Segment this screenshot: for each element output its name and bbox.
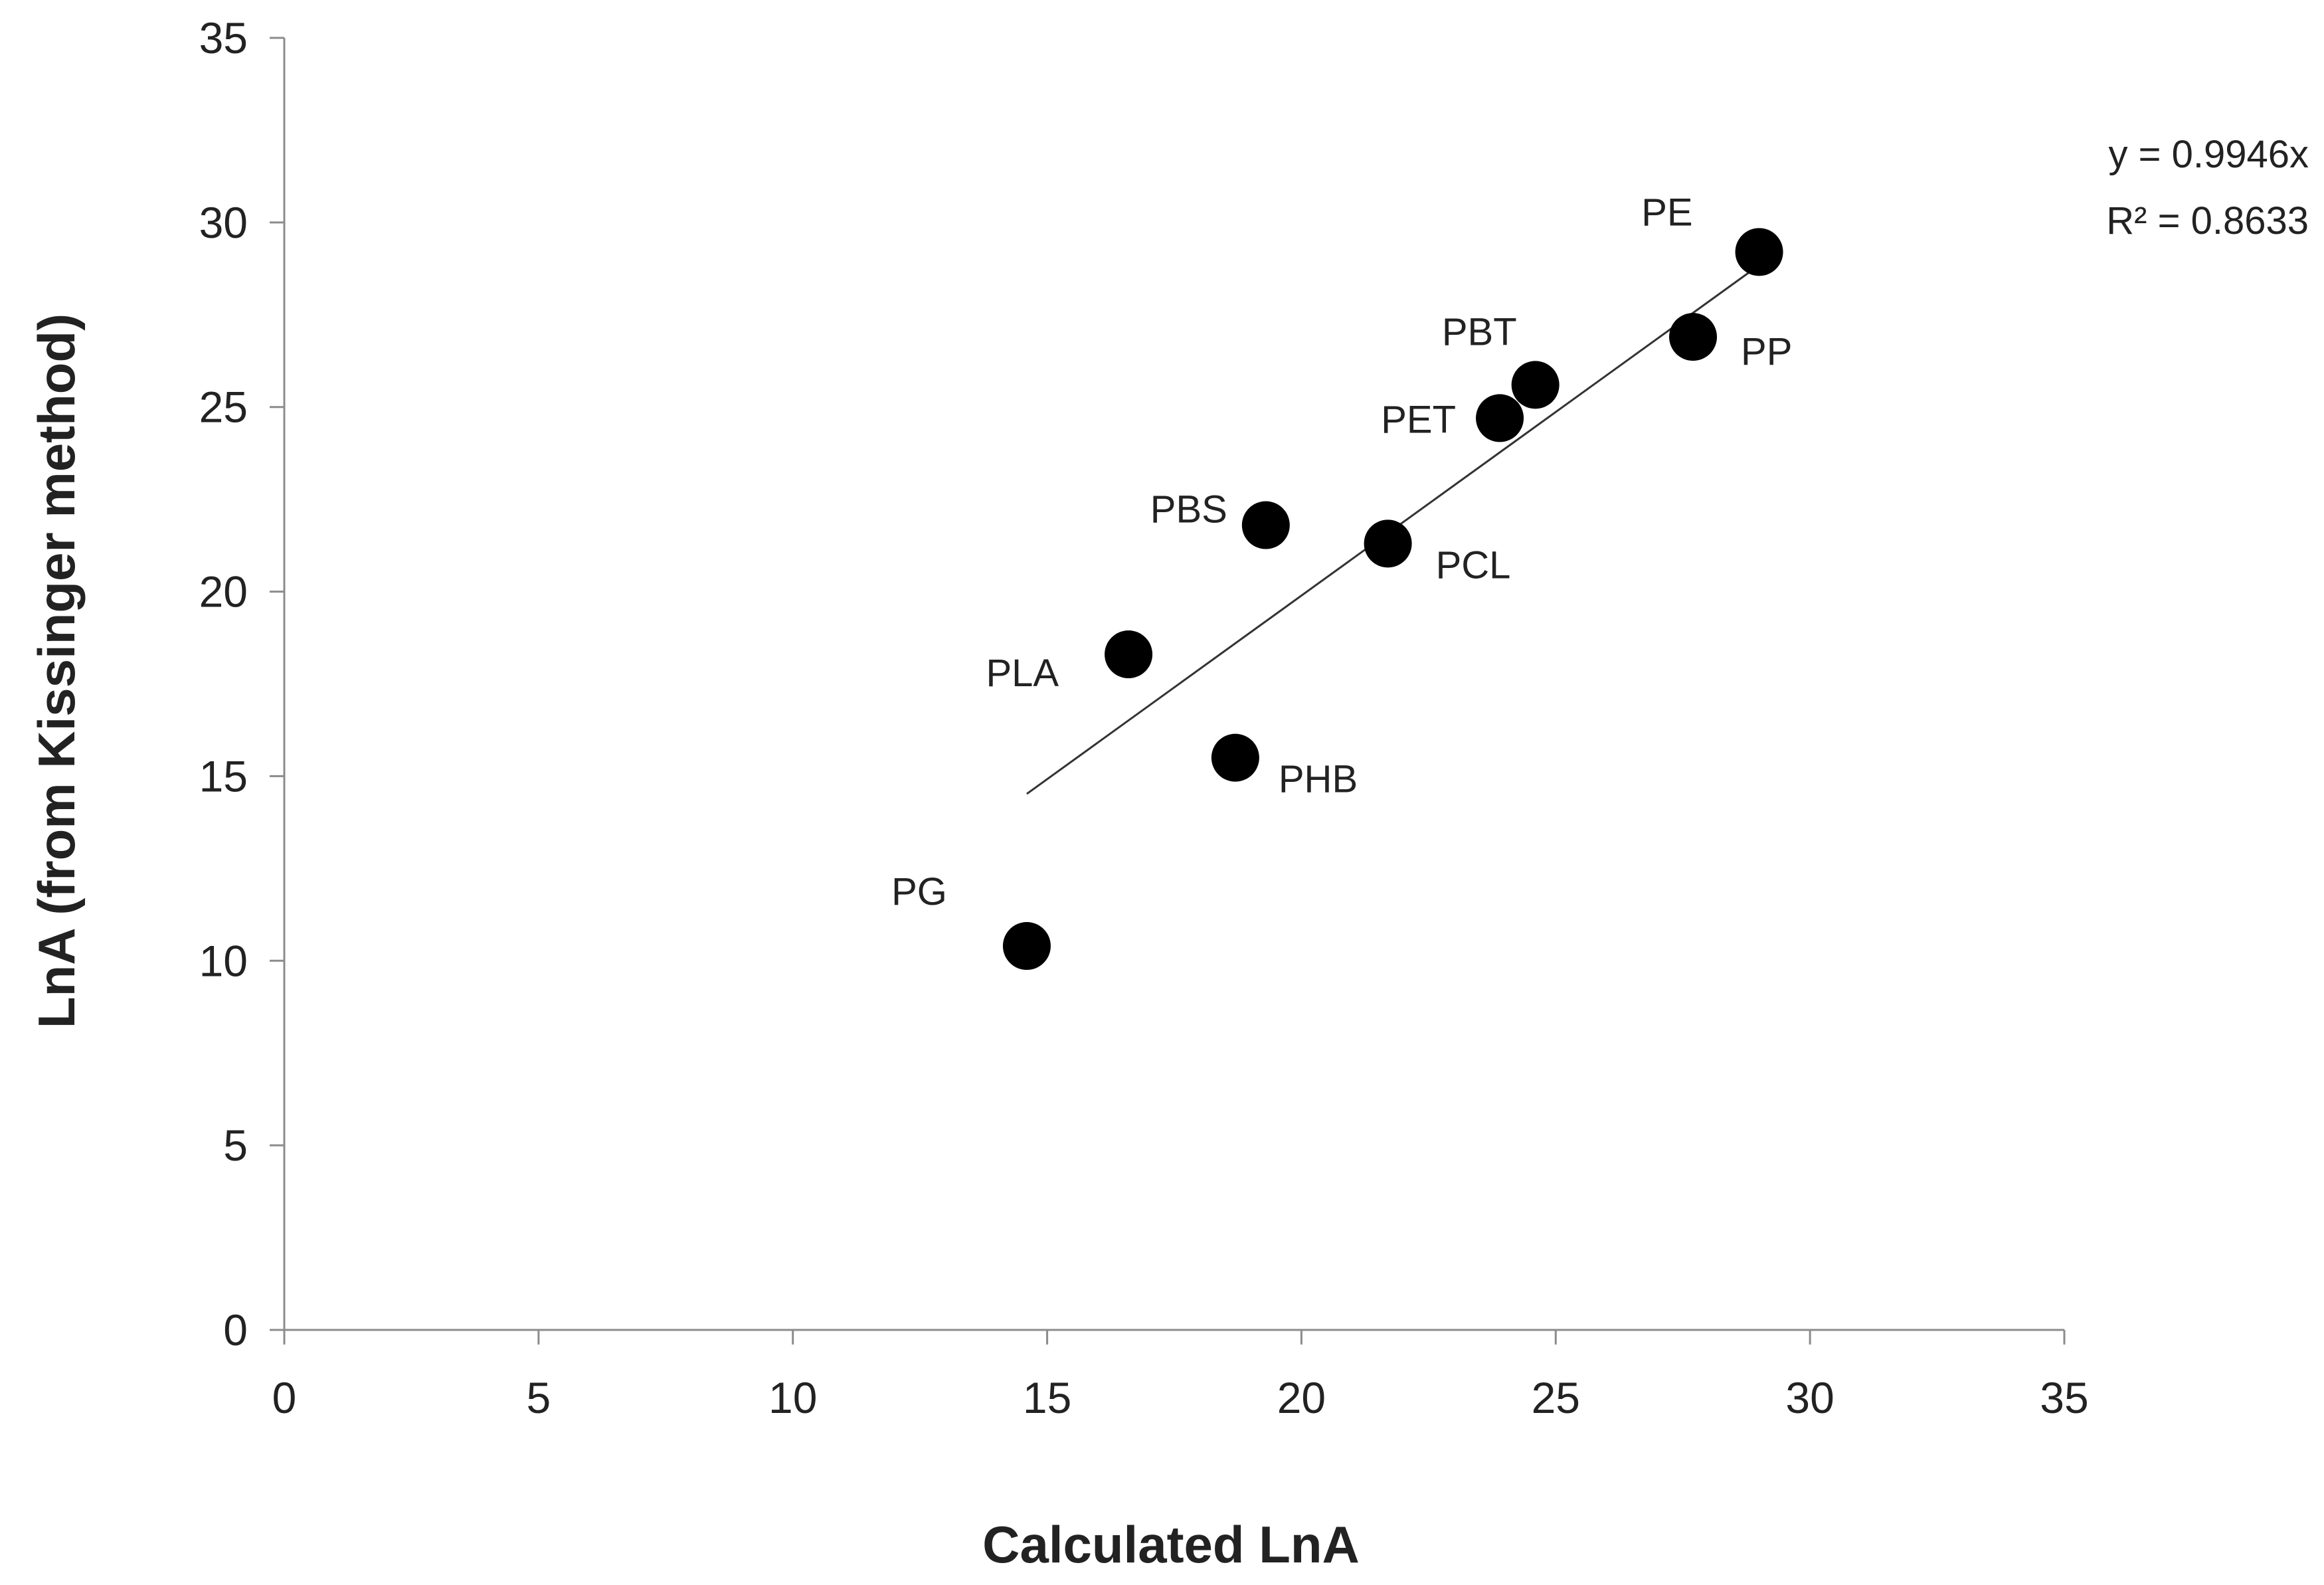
- point-label-pla: PLA: [986, 652, 1059, 695]
- x-tick-label: 20: [1277, 1373, 1326, 1422]
- data-point-pbs: [1241, 501, 1290, 549]
- y-tick-label: 15: [199, 751, 248, 800]
- data-point-pbt: [1511, 361, 1560, 409]
- y-axis-title: LnA (from Kissinger method): [27, 314, 86, 1028]
- x-tick-label: 30: [1785, 1373, 1834, 1422]
- y-tick-label: 35: [199, 13, 248, 62]
- x-tick-label: 0: [272, 1373, 297, 1422]
- point-label-pg: PG: [891, 870, 947, 913]
- x-tick-label: 35: [2040, 1373, 2088, 1422]
- x-tick-label: 15: [1023, 1373, 1071, 1422]
- axes: 0 5 10 15 20 25 30 35 0 5 10 15 20 25 30 35: [199, 13, 2089, 1422]
- data-point-pe: [1735, 228, 1783, 276]
- data-point-phb: [1211, 733, 1259, 782]
- x-tick-label: 5: [526, 1373, 551, 1422]
- point-label-pe: PE: [1641, 191, 1692, 234]
- point-label-pbt: PBT: [1442, 310, 1517, 353]
- data-point-pcl: [1364, 519, 1412, 568]
- y-tick-label: 25: [199, 383, 248, 432]
- point-label-pet: PET: [1381, 398, 1456, 441]
- point-label-pp: PP: [1741, 330, 1792, 373]
- data-point-pg: [1002, 922, 1051, 971]
- trendline-equation: y = 0.9946x: [2109, 133, 2309, 176]
- point-label-phb: PHB: [1279, 758, 1358, 801]
- y-tick-label: 5: [223, 1121, 248, 1170]
- y-tick-label: 20: [199, 567, 248, 616]
- y-tick-label: 30: [199, 198, 248, 247]
- data-points: [1002, 228, 1783, 971]
- x-tick-label: 25: [1532, 1373, 1580, 1422]
- y-tick-label: 10: [199, 936, 248, 985]
- data-point-pla: [1105, 630, 1153, 679]
- x-axis-title: Calculated LnA: [982, 1515, 1360, 1574]
- y-tick-label: 0: [223, 1305, 248, 1354]
- point-labels: PG PLA PHB PBS PCL PET PBT PP PE: [891, 191, 1792, 913]
- point-label-pbs: PBS: [1150, 488, 1227, 531]
- data-point-pet: [1476, 394, 1524, 442]
- trendline-r-squared: R² = 0.8633: [2106, 199, 2309, 242]
- data-point-pp: [1669, 313, 1718, 361]
- point-label-pcl: PCL: [1436, 543, 1511, 587]
- x-tick-label: 10: [768, 1373, 817, 1422]
